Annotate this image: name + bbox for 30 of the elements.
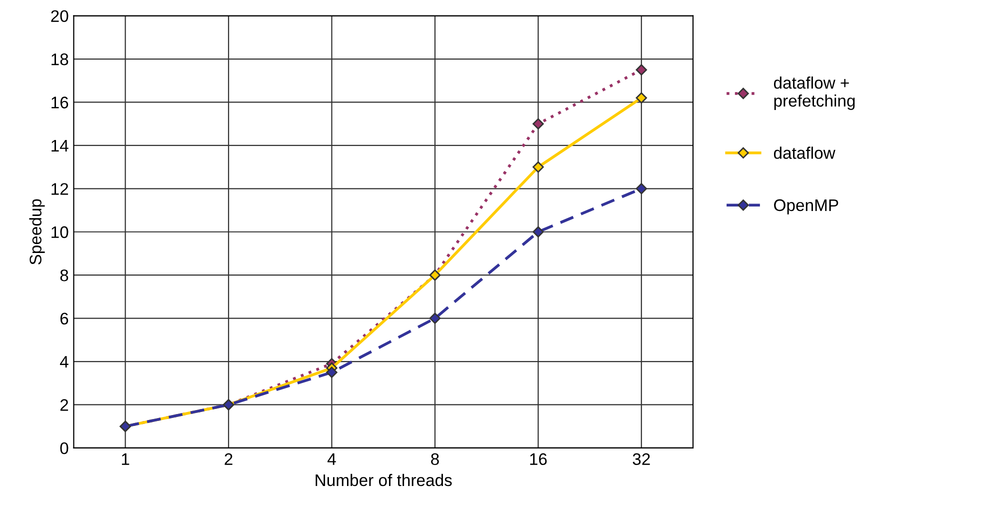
y-tick-label: 14: [52, 140, 68, 152]
point: [532, 118, 544, 130]
y-tick-label: 8: [60, 269, 68, 282]
y-tick-label: 12: [52, 183, 68, 195]
x-tick-label: 1: [122, 453, 130, 465]
legend-label: dataflow: [774, 146, 836, 159]
point: [636, 64, 648, 76]
point: [326, 366, 338, 378]
y-tick-label: 20: [51, 10, 68, 22]
y-tick-label: 2: [60, 399, 68, 411]
point: [532, 226, 544, 238]
y-tick-label: 4: [60, 356, 68, 368]
y-tick-label: 6: [60, 312, 68, 325]
y-tick-label: 18: [52, 53, 68, 66]
x-tick-label: 16: [530, 453, 547, 466]
point: [636, 183, 648, 194]
y-axis-title: Speedup: [29, 199, 45, 264]
y-tick-label: 0: [60, 442, 68, 454]
x-tick-label: 32: [632, 453, 650, 466]
x-axis-title: Number of threads: [316, 474, 452, 486]
legend-label: OpenMP: [774, 199, 838, 214]
point: [636, 92, 648, 104]
y-tick-label: 16: [52, 96, 68, 108]
x-tick-label: 2: [224, 453, 232, 465]
point: [429, 312, 441, 324]
legend-label: dataflow + prefetching: [774, 76, 855, 110]
point: [532, 161, 544, 173]
x-tick-label: 4: [328, 453, 336, 465]
x-tick-label: 8: [431, 453, 439, 466]
y-tick-label: 10: [52, 226, 68, 238]
